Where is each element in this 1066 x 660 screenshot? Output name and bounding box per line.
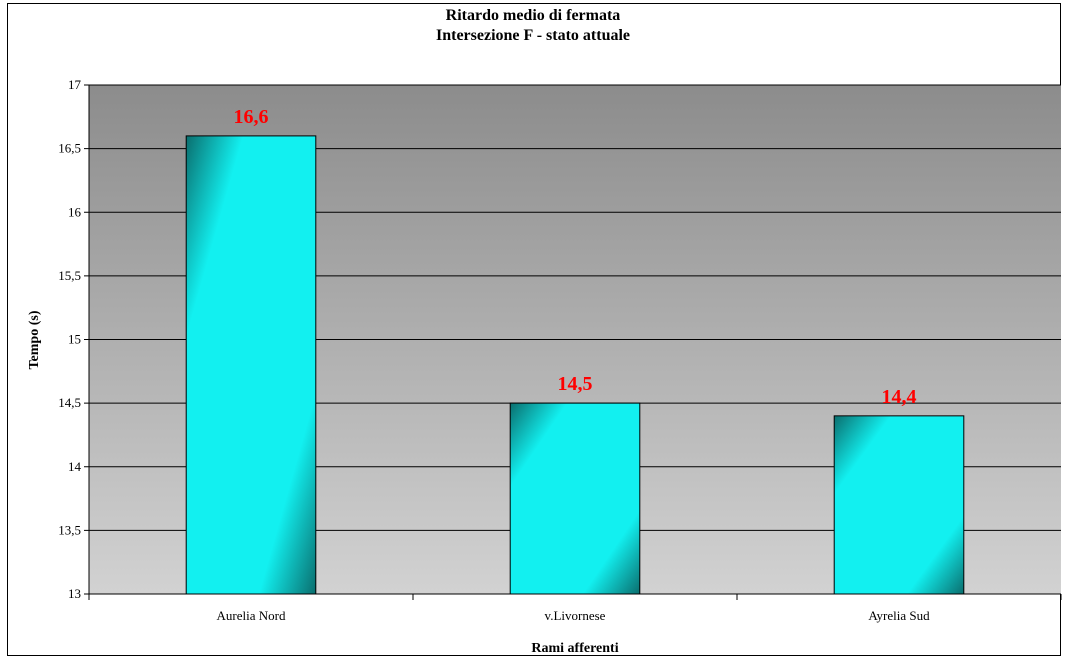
y-tick-label: 15 xyxy=(68,332,81,347)
x-tick-label: Aurelia Nord xyxy=(217,608,286,623)
chart-title: Ritardo medio di fermata xyxy=(445,7,621,24)
y-tick-label: 16,5 xyxy=(58,141,81,156)
data-label: 14,5 xyxy=(558,373,593,395)
x-tick-label: v.Livornese xyxy=(545,608,606,623)
y-tick-label: 14,5 xyxy=(58,395,81,410)
x-axis-title: Rami afferenti xyxy=(531,641,618,656)
y-tick-label: 13,5 xyxy=(58,522,81,537)
bar xyxy=(509,402,641,595)
y-tick-label: 13 xyxy=(68,586,81,601)
x-tick-label: Ayrelia Sud xyxy=(868,608,930,623)
y-tick-label: 14 xyxy=(68,459,82,474)
y-tick-label: 15,5 xyxy=(58,268,81,283)
y-tick-label: 17 xyxy=(68,77,82,92)
data-label: 16,6 xyxy=(234,106,269,128)
bar xyxy=(833,415,965,595)
data-label: 14,4 xyxy=(882,386,917,408)
y-axis-title: Tempo (s) xyxy=(27,310,42,369)
y-tick-label: 16 xyxy=(68,204,82,219)
chart-subtitle: Intersezione F - stato attuale xyxy=(435,27,631,44)
bar xyxy=(185,135,317,595)
